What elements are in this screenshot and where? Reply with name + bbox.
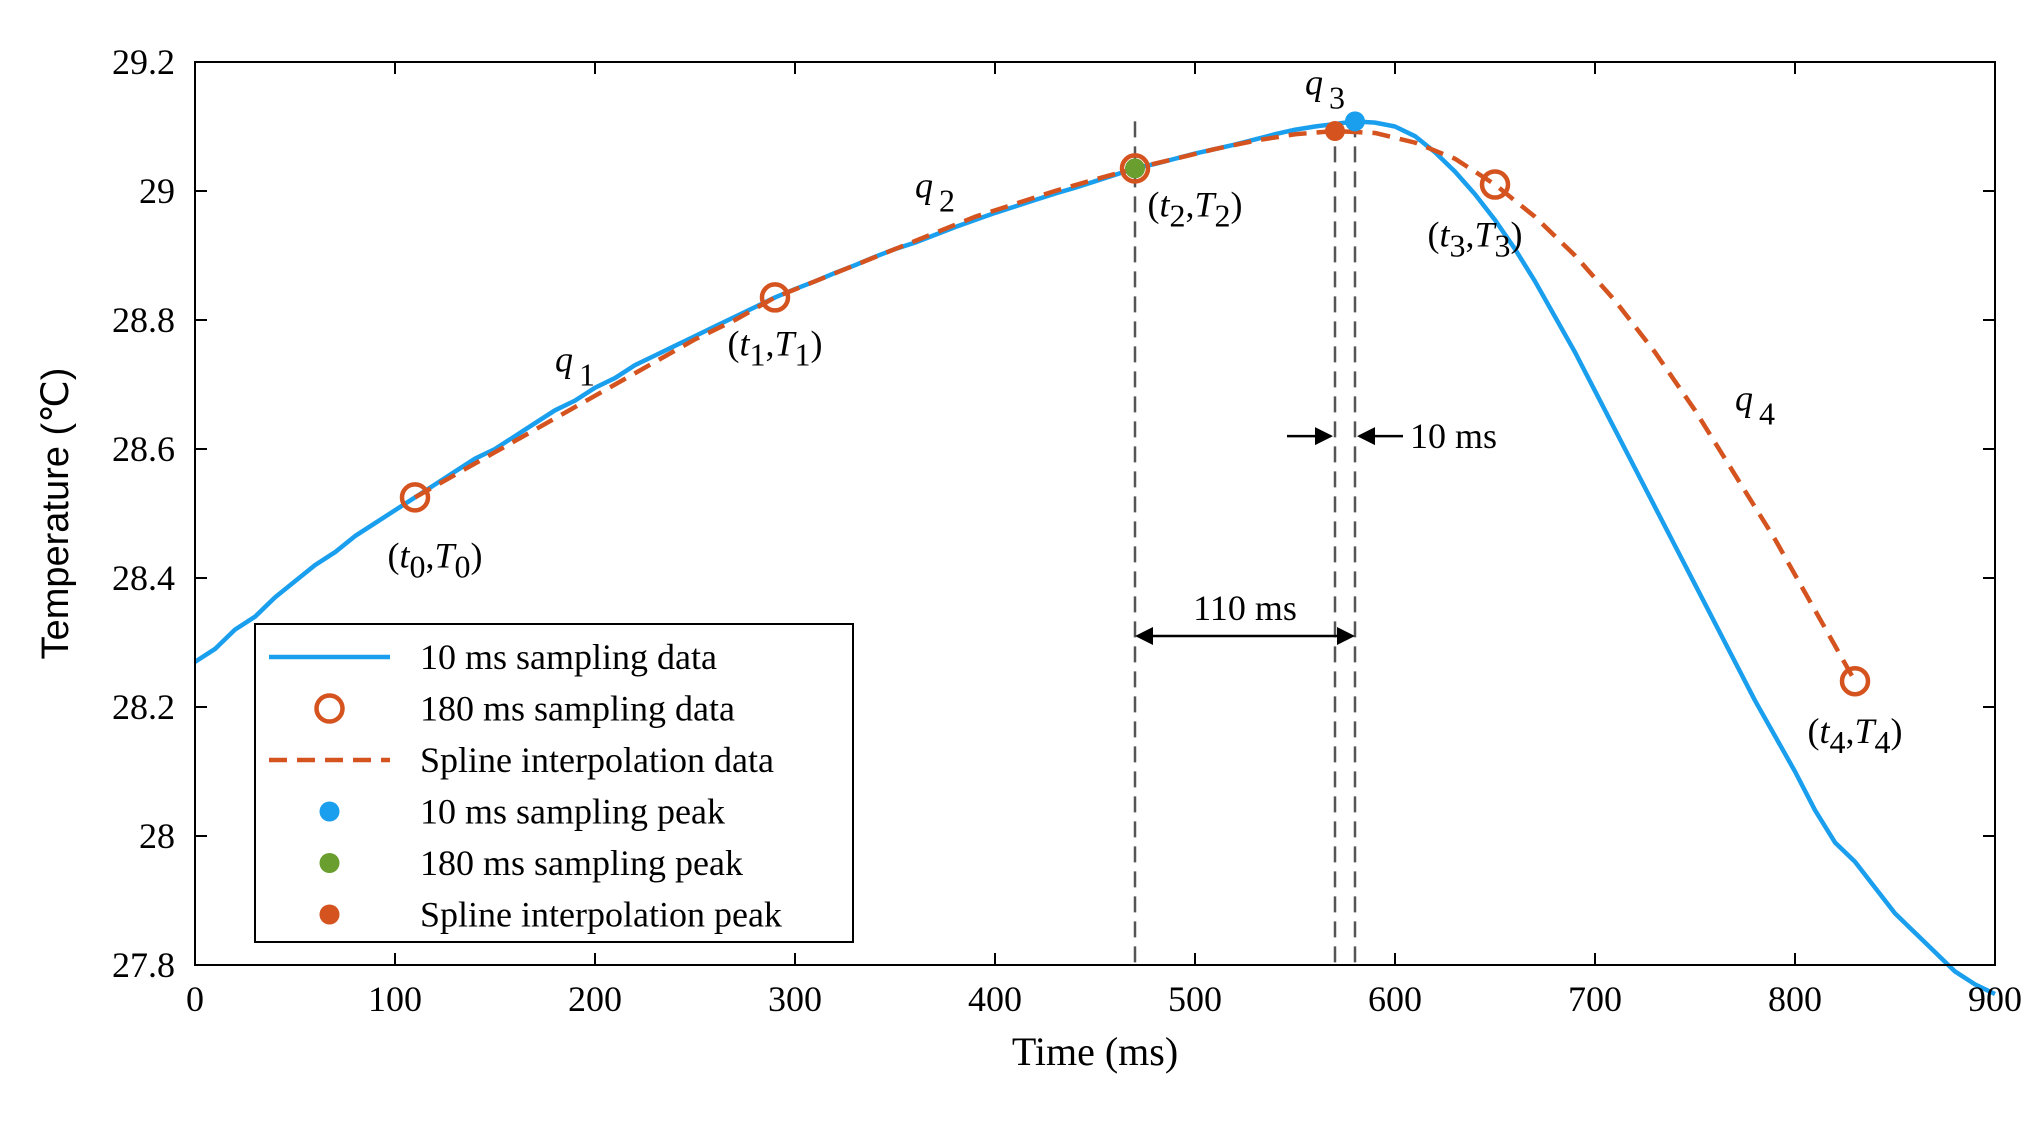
- sample-point-180ms: [1119, 153, 1151, 184]
- interval-110-arrow-left: [1135, 627, 1153, 646]
- point-annotation: (t1,T1): [727, 323, 822, 372]
- y-tick-label: 28.8: [112, 300, 175, 340]
- x-tick-label: 300: [768, 979, 822, 1019]
- x-tick-label: 400: [968, 979, 1022, 1019]
- y-tick-label: 29.2: [112, 42, 175, 82]
- legend-box: [254, 623, 854, 943]
- x-tick-label: 600: [1368, 979, 1422, 1019]
- legend-swatch-circle: [314, 693, 345, 724]
- y-tick-label: 28.6: [112, 429, 175, 469]
- x-tick-label: 700: [1568, 979, 1622, 1019]
- x-tick-label: 900: [1968, 979, 2022, 1019]
- x-tick-label: 500: [1168, 979, 1222, 1019]
- legend-entry-label: 10 ms sampling data: [420, 637, 717, 677]
- legend-swatch-dot: [319, 801, 340, 822]
- legend-swatch-dot: [319, 904, 340, 925]
- legend-entry-label: Spline interpolation peak: [420, 895, 782, 935]
- legend: 10 ms sampling data 180 ms sampling data S…: [254, 623, 854, 943]
- sample-point-180ms: [1479, 169, 1511, 200]
- y-tick-label: 29: [139, 171, 175, 211]
- legend-entry-label: 180 ms sampling peak: [420, 843, 743, 883]
- point-annotation: (t3,T3): [1427, 215, 1522, 264]
- y-axis-label: Temperature (℃): [35, 368, 77, 660]
- interval-10-arrow-left: [1315, 427, 1333, 446]
- interval-10-label: 10 ms: [1410, 416, 1497, 456]
- point-annotation: (t4,T4): [1807, 711, 1902, 760]
- y-tick-label: 27.8: [112, 945, 175, 985]
- legend-entry-label: 180 ms sampling data: [420, 689, 735, 729]
- x-tick-label: 200: [568, 979, 622, 1019]
- annotations: (t0,T0) (t1,T1) (t2,T2) (t3,T3) (t4,T4) q 1 q 2 q…: [387, 62, 1902, 760]
- x-tick-label: 0: [186, 979, 204, 1019]
- y-axis-ticks: 27.8 28 28.2 28.4 28.6 28.8 29 29.2: [112, 42, 1995, 985]
- y-tick-label: 28: [139, 816, 175, 856]
- interval-10-arrow-right: [1357, 427, 1375, 446]
- interval-110-arrow-right: [1337, 627, 1355, 646]
- x-axis-label: Time (ms): [1012, 1029, 1178, 1074]
- peak-time-guides: [1133, 121, 1357, 965]
- y-tick-label: 28.2: [112, 687, 175, 727]
- legend-swatch-dot: [319, 853, 340, 873]
- series-markers: [399, 111, 1871, 697]
- series-line-10ms: [193, 119, 1996, 997]
- peak-point: [1125, 158, 1145, 179]
- legend-entry-label: 10 ms sampling peak: [420, 792, 725, 832]
- legend-entry-label: Spline interpolation data: [420, 740, 774, 780]
- sample-point-180ms: [759, 282, 791, 313]
- y-tick-label: 28.4: [112, 558, 175, 598]
- interval-110-label: 110 ms: [1193, 588, 1297, 628]
- x-tick-label: 800: [1768, 979, 1822, 1019]
- x-tick-label: 100: [368, 979, 422, 1019]
- sample-point-180ms: [399, 482, 431, 513]
- peak-point: [1345, 111, 1365, 132]
- sample-point-180ms: [1839, 665, 1871, 697]
- plot-frame: [194, 61, 1996, 966]
- point-annotation: (t2,T2): [1147, 184, 1242, 233]
- point-annotation: (t0,T0): [387, 535, 482, 584]
- x-axis-ticks: 0 100 200 300 400 500 600 700 800 900: [186, 62, 2022, 1019]
- peak-point: [1325, 121, 1345, 142]
